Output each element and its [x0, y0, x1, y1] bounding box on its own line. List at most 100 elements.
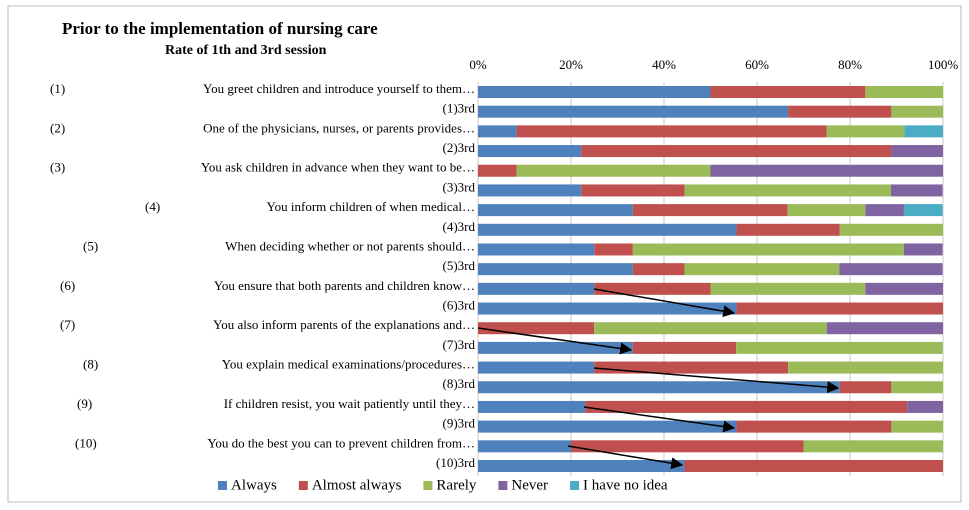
bar-segment — [478, 243, 595, 256]
bar-segment — [865, 86, 943, 98]
category-label: (2)3rd — [443, 140, 476, 155]
bar-segment — [632, 243, 904, 256]
category-label: (10)3rd — [436, 455, 475, 470]
legend-label: Never — [511, 477, 548, 493]
category-number: (2) — [50, 120, 65, 135]
category-label: (4)3rd — [443, 219, 476, 234]
x-tick-label: 40% — [652, 57, 676, 72]
category-label: When deciding whether or not parents sho… — [225, 238, 475, 253]
bar-segment — [803, 440, 943, 453]
bar-segment — [516, 164, 711, 177]
category-number: (3) — [50, 160, 65, 175]
category-number: (10) — [75, 435, 97, 450]
legend-swatch — [218, 481, 227, 490]
bar-segment — [581, 145, 892, 158]
bar-segment — [571, 440, 804, 453]
legend-label: Always — [231, 477, 277, 493]
bar-segment — [632, 341, 737, 354]
bar-segment — [890, 184, 943, 197]
bar-segment — [710, 86, 866, 98]
bar-segment — [581, 184, 685, 197]
bar-segment — [478, 263, 633, 276]
legend-label: Rarely — [436, 477, 476, 493]
category-label: You do the best you can to prevent child… — [207, 435, 475, 450]
category-number: (9) — [77, 396, 92, 411]
bar-segment — [826, 322, 943, 335]
bar-segment — [788, 361, 943, 374]
chart-subtitle: Rate of 1th and 3rd session — [165, 43, 327, 58]
category-label: One of the physicians, nurses, or parent… — [203, 120, 475, 135]
legend-swatch — [498, 481, 508, 490]
bar-segment — [478, 282, 595, 295]
labels: 0% 20% 40% 60% 80% 100% You greet children and… — [50, 57, 958, 470]
bar-segment — [891, 381, 943, 394]
legend: Always Almost always Rarely Never I have no … — [218, 477, 668, 493]
bar-segment — [710, 282, 866, 295]
category-label: You ask children in advance when they wa… — [201, 160, 475, 175]
bar-segment — [478, 460, 685, 472]
bar-segment — [478, 145, 582, 158]
category-number: (1) — [50, 81, 65, 96]
bar-segment — [903, 243, 943, 256]
bar-segment — [516, 125, 827, 138]
bar-segment — [839, 223, 943, 236]
x-tick-label: 80% — [838, 57, 862, 72]
legend-swatch — [423, 481, 433, 490]
category-label: You greet children and introduce yoursel… — [203, 81, 475, 96]
category-label: (9)3rd — [443, 416, 476, 431]
bar-segment — [594, 322, 827, 335]
bar-segment — [585, 400, 908, 413]
bar-segment — [478, 381, 840, 394]
bar-segment — [891, 145, 943, 158]
bar-segment — [594, 282, 711, 295]
category-label: You ensure that both parents and childre… — [214, 278, 475, 293]
bar-segment — [632, 263, 685, 276]
legend-swatch — [570, 481, 580, 490]
x-tick-label: 0% — [469, 57, 487, 72]
arrow — [477, 327, 633, 355]
bar-segment — [684, 460, 943, 472]
bar-segment — [710, 164, 943, 177]
category-label: If children resist, you wait patiently u… — [224, 396, 475, 411]
bar-segment — [826, 125, 905, 138]
bar-segment — [907, 400, 943, 413]
arrow — [583, 406, 736, 433]
legend-label: Almost always — [312, 477, 402, 493]
x-tick-label: 60% — [745, 57, 769, 72]
bar-segment — [736, 341, 943, 354]
bar-segment — [865, 204, 904, 217]
category-label: (1)3rd — [443, 101, 476, 116]
bar-segment — [478, 86, 711, 98]
x-tick-label: 100% — [928, 57, 959, 72]
bar-segment — [478, 341, 633, 354]
bar-segment — [478, 223, 737, 236]
category-label: (7)3rd — [443, 337, 476, 352]
bar-segment — [478, 164, 517, 177]
category-label: (3)3rd — [443, 179, 476, 194]
bar-segment — [594, 243, 633, 256]
bar-segment — [478, 361, 595, 374]
bar-segment — [478, 400, 586, 413]
bar-segment — [478, 105, 789, 118]
bar-segment — [891, 105, 943, 118]
bar-segment — [787, 204, 866, 217]
category-label: You explain medical examinations/procedu… — [222, 357, 475, 372]
x-tick-label: 20% — [559, 57, 583, 72]
legend-label: I have no idea — [583, 477, 668, 493]
bars — [478, 86, 943, 472]
bar-segment — [478, 125, 517, 138]
legend-swatch — [298, 481, 308, 490]
bar-segment — [478, 420, 737, 433]
category-number: (6) — [60, 278, 75, 293]
bar-segment — [891, 420, 943, 433]
chart-title: Prior to the implementation of nursing c… — [62, 19, 378, 38]
category-label: You inform children of when medical… — [267, 199, 475, 214]
bar-segment — [736, 302, 943, 315]
bar-segment — [478, 322, 595, 335]
bar-segment — [903, 204, 943, 217]
category-number: (8) — [83, 357, 98, 372]
bar-segment — [478, 204, 633, 217]
bar-segment — [632, 204, 788, 217]
category-label: You also inform parents of the explanati… — [213, 317, 475, 332]
